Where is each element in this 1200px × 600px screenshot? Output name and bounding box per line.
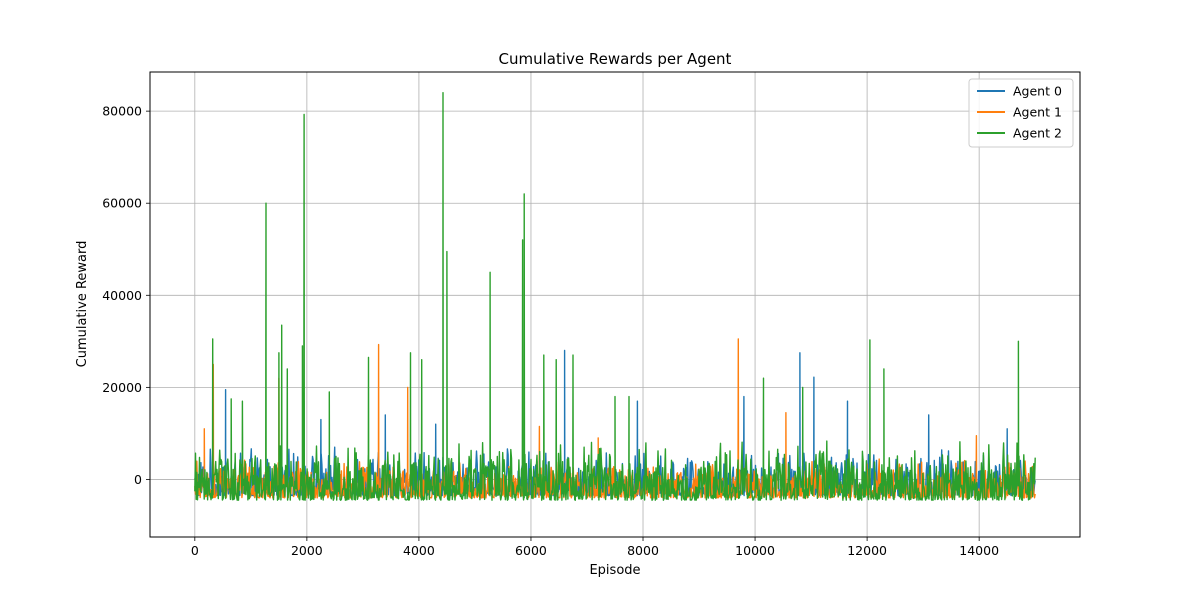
plot-frame — [149, 71, 1081, 538]
legend-label: Agent 2 — [1013, 126, 1062, 141]
plot-area: 0 2000 4000 6000 8000 10000 12000 14000 0 20000 40… — [102, 71, 1081, 558]
x-tick-label: 0 — [191, 543, 199, 558]
x-tick-label: 6000 — [515, 543, 547, 558]
y-tick-label: 20000 — [102, 380, 142, 395]
x-axis-label: Episode — [589, 563, 640, 578]
x-tick-label: 10000 — [735, 543, 775, 558]
y-tick-label: 80000 — [102, 104, 142, 119]
legend-label: Agent 0 — [1013, 84, 1062, 99]
x-tick-label: 2000 — [291, 543, 323, 558]
legend-label: Agent 1 — [1013, 105, 1062, 120]
series-lines — [194, 92, 1036, 501]
x-tick-label: 8000 — [627, 543, 659, 558]
legend: Agent 0 Agent 1 Agent 2 — [968, 78, 1074, 148]
x-tick-label: 14000 — [959, 543, 999, 558]
series-line-agent-2 — [194, 92, 1036, 501]
x-tick-label: 4000 — [403, 543, 435, 558]
axis-ticks: 0 2000 4000 6000 8000 10000 12000 14000 0 20000 40… — [102, 104, 999, 558]
grid-lines — [150, 72, 1080, 537]
x-tick-label: 12000 — [847, 543, 887, 558]
y-tick-label: 0 — [134, 472, 142, 487]
y-tick-label: 60000 — [102, 196, 142, 211]
chart-title: Cumulative Rewards per Agent — [499, 50, 732, 68]
y-axis-label: Cumulative Reward — [75, 241, 90, 368]
legend-frame — [968, 78, 1074, 148]
y-tick-label: 40000 — [102, 288, 142, 303]
